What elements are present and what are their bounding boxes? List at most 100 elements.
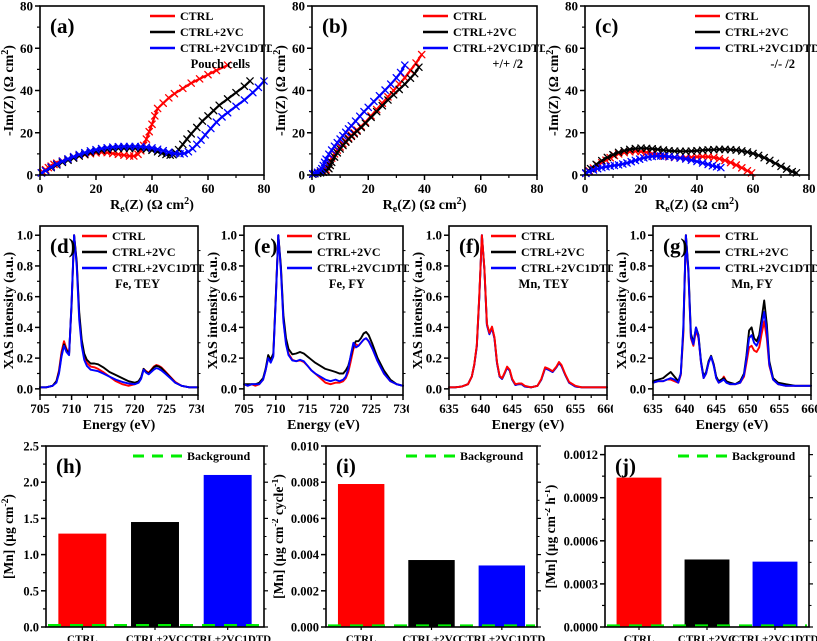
x-marker — [771, 159, 780, 168]
x-axis-title: Energy (eV) — [492, 418, 565, 433]
y-axis-title: [Mn] (µg cm-2 h-1) — [545, 485, 558, 589]
panel-letter: (f) — [459, 234, 480, 258]
x-marker — [187, 79, 196, 87]
x-marker — [631, 156, 640, 165]
series-line-CTRL+2VC1DTD — [243, 234, 404, 387]
x-marker — [410, 69, 419, 78]
x-tick-label: 0 — [582, 181, 589, 196]
legend-g: CTRL CTRL+2VC CTRL+2VC1DTD Mn, FY — [695, 229, 817, 291]
y-tick-label: 0.4 — [17, 320, 34, 335]
x-tick-label: 20 — [362, 181, 375, 196]
series-line-CTRL — [448, 234, 608, 389]
x-marker — [609, 150, 617, 159]
x-marker — [75, 150, 84, 159]
x-tick-label: 40 — [146, 181, 159, 196]
x-marker — [396, 68, 405, 77]
x-tick-label: 635 — [439, 401, 459, 416]
x-marker — [592, 160, 601, 169]
y-tick-label: 80 — [20, 0, 33, 14]
x-marker — [108, 143, 117, 151]
x-marker — [715, 154, 724, 163]
y-axis-title: -Im(Z) (Ω cm2) — [272, 45, 289, 136]
panel-j: 0.0000 0.0003 0.0006 0.0009 0.0012 CTRL CTRL+2… — [542, 440, 817, 641]
x-marker — [254, 83, 263, 92]
y-tick-label: 80 — [565, 0, 578, 14]
y-tick-label: 0.2 — [221, 351, 237, 366]
x-tick-label: 710 — [62, 401, 82, 416]
y-axis-title: -Im(Z) (Ω cm2) — [0, 45, 17, 136]
x-tick-label: 730 — [393, 401, 409, 416]
panel-letter: (c) — [595, 14, 618, 38]
x-marker — [777, 162, 785, 171]
x-marker — [681, 147, 690, 156]
y-axis-title: XAS intensity (a.u.) — [2, 251, 17, 369]
panel-letter: (i) — [336, 454, 356, 478]
chart-i: 0.000 0.002 0.004 0.006 0.008 0.010 CTRL CTRL+2… — [270, 440, 545, 641]
y-tick-label: 0.0003 — [564, 577, 598, 591]
y-tick-label: 0.0000 — [564, 621, 598, 635]
x-marker — [415, 63, 423, 72]
axes-i: 0.000 0.002 0.004 0.006 0.008 0.010 CTRL CTRL+2… — [270, 440, 545, 641]
y-tick-label: 40 — [20, 83, 33, 98]
x-marker — [120, 142, 128, 151]
x-marker — [327, 158, 336, 167]
category-label: CTRL+2VC1DTD — [184, 634, 271, 641]
panel-letter: (e) — [254, 234, 277, 258]
plot-frame — [604, 445, 810, 628]
x-marker — [620, 146, 629, 155]
y-tick-label: 0.0 — [630, 381, 646, 396]
bar-CTRL+2VC — [131, 522, 179, 627]
y-tick-label: 0.0009 — [564, 491, 598, 505]
chart-e: 0.0 0.2 0.4 0.6 0.8 1.0 705 710 715 720 725 730 Ener… — [206, 225, 413, 433]
category-label: CTRL — [346, 634, 377, 641]
x-marker — [187, 129, 196, 138]
series-line-CTRL+2VC — [243, 234, 404, 387]
x-marker — [197, 136, 205, 144]
x-marker — [737, 163, 746, 172]
panel-d: 0.0 0.2 0.4 0.6 0.8 1.0 705 710 715 720 725 730 Ener… — [0, 220, 208, 440]
x-tick-label: 645 — [502, 401, 522, 416]
x-tick-label: 40 — [418, 181, 431, 196]
legend-label: Background — [460, 449, 523, 463]
category-label: CTRL+2VC1DTD — [458, 634, 545, 641]
legend-label: CTRL+2VC — [112, 245, 176, 259]
y-tick-label: 60 — [20, 41, 33, 56]
bar-CTRL+2VC1DTD — [478, 565, 526, 627]
x-tick-label: 650 — [738, 401, 758, 416]
y-tick-label: 2.5 — [23, 440, 39, 454]
x-marker — [232, 88, 240, 97]
legend-b: CTRL CTRL+2VC CTRL+2VC1DTD +/+ /2 — [423, 9, 548, 71]
x-tick-label: 60 — [474, 181, 487, 196]
x-marker — [412, 59, 420, 67]
x-tick-label: 0 — [309, 181, 316, 196]
x-tick-label: 20 — [90, 181, 103, 196]
y-axis-title: XAS intensity (a.u.) — [206, 251, 221, 369]
panel-annotation: -/- /2 — [770, 57, 795, 71]
y-tick-label: 0.0 — [23, 621, 39, 635]
x-marker — [125, 142, 134, 151]
legend-label: CTRL+2VC1DTD — [112, 261, 204, 275]
x-marker — [708, 161, 717, 170]
x-marker — [400, 80, 409, 89]
legend-label: CTRL — [521, 229, 554, 243]
bar-CTRL — [616, 477, 662, 627]
legend-label: Background — [187, 449, 250, 463]
panel-e: 0.0 0.2 0.4 0.6 0.8 1.0 705 710 715 720 725 730 Ener… — [204, 220, 413, 440]
y-tick-label: 20 — [20, 125, 33, 140]
y-tick-label: 0.0012 — [564, 448, 598, 462]
panel-annotation: Mn, TEY — [519, 277, 569, 291]
x-marker — [322, 155, 330, 164]
series-g — [652, 234, 812, 387]
panel-letter: (a) — [50, 14, 75, 38]
x-marker — [743, 166, 752, 175]
y-tick-label: 0.8 — [426, 258, 443, 273]
panel-g: 0.0 0.2 0.4 0.6 0.8 1.0 635 640 645 650 655 660 Ener… — [613, 220, 817, 440]
x-marker — [80, 148, 89, 157]
series-f — [448, 234, 608, 389]
y-tick-label: 0.0006 — [564, 534, 598, 548]
chart-a: 0 20 40 60 80 0 20 40 60 80 Re(Z) (Ω cm2) -Im(Z) (Ω… — [0, 0, 275, 215]
chart-h: 0.0 0.5 1.0 1.5 2.0 2.5 CTRL CTRL+2VC CTRL+2VC1D… — [0, 440, 271, 641]
y-axis-title: [Mn] (µg cm-2) — [0, 494, 16, 579]
y-tick-label: 20 — [292, 125, 305, 140]
chart-j: 0.0000 0.0003 0.0006 0.0009 0.0012 CTRL CTRL+2… — [542, 445, 817, 641]
